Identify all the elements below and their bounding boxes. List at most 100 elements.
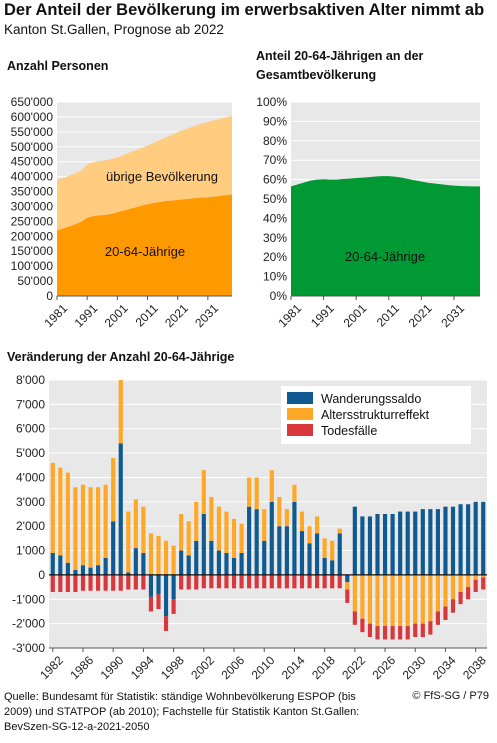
bar-age-structure: [194, 501, 199, 541]
bar-deaths: [133, 574, 138, 590]
bar-deaths: [247, 574, 252, 589]
bar-deaths: [163, 616, 169, 631]
panel2-title: Anteil 20-64-Jährigen an der Gesamtbevöl…: [256, 49, 424, 82]
bar-age-structure: [231, 518, 237, 558]
bar-age-structure: [277, 496, 282, 527]
bar-deaths: [224, 574, 229, 589]
legend-label: Altersstrukturreffekt: [321, 408, 430, 422]
pop-series-label: übrige Bevölkerung: [106, 169, 218, 184]
bar-deaths: [345, 589, 350, 603]
bar-migration: [390, 514, 395, 575]
bar-migration: [186, 555, 191, 575]
bar-migration: [345, 574, 350, 583]
pop-ytick-label: 450'000: [11, 155, 54, 169]
bar-deaths: [58, 574, 63, 592]
bar-migration: [201, 514, 206, 575]
bar-migration: [352, 506, 357, 575]
bar-age-structure: [322, 538, 327, 558]
pop-ytick-label: 200'000: [11, 229, 54, 243]
bar-migration: [428, 509, 433, 575]
bar-age-structure: [269, 470, 274, 502]
bar-deaths: [277, 574, 282, 589]
bar-deaths: [239, 574, 244, 589]
change-xtick-label: 1990: [98, 653, 127, 682]
bar-age-structure: [330, 540, 335, 561]
bar-deaths: [481, 577, 486, 590]
bar-migration: [450, 506, 456, 575]
bar-age-structure: [118, 380, 123, 444]
bar-migration: [231, 557, 237, 575]
bar-deaths: [398, 626, 403, 640]
change-ytick-label: 8'000: [16, 373, 45, 387]
share-ytick-label: 40%: [263, 211, 287, 225]
bar-deaths: [390, 626, 395, 640]
bar-deaths: [428, 621, 433, 635]
bar-migration: [73, 570, 78, 575]
change-xtick-label: 2034: [430, 653, 459, 682]
pop-ytick-label: 250'000: [11, 214, 54, 228]
bar-migration: [216, 550, 221, 575]
bar-age-structure: [398, 574, 403, 627]
bar-deaths: [65, 574, 70, 592]
bar-deaths: [50, 574, 55, 592]
share-ytick-label: 30%: [263, 231, 287, 245]
bar-age-structure: [405, 574, 410, 627]
bar-deaths: [103, 574, 108, 591]
bar-age-structure: [352, 574, 357, 612]
bar-migration: [398, 511, 403, 575]
bar-deaths: [194, 574, 199, 590]
bar-migration: [133, 548, 138, 575]
bar-deaths: [443, 606, 448, 620]
pop-area-series-0: [57, 194, 232, 296]
change-xtick-label: 2014: [279, 653, 308, 682]
bar-migration: [443, 506, 448, 575]
bar-migration: [367, 516, 373, 575]
bar-deaths: [284, 574, 289, 589]
bar-age-structure: [375, 574, 380, 627]
pop-xtick-label: 2011: [133, 301, 161, 329]
change-xtick-label: 2010: [249, 653, 278, 682]
change-xtick-label: 2030: [400, 653, 429, 682]
pop-xtick-label: 2031: [192, 301, 221, 330]
change-xtick-label: 1986: [67, 653, 96, 682]
bar-migration: [96, 565, 101, 575]
pop-ytick-label: 0: [46, 289, 53, 303]
bar-age-structure: [216, 506, 221, 551]
bar-age-structure: [420, 574, 425, 624]
bar-deaths: [337, 574, 342, 589]
panel1-title: Anzahl Personen: [7, 59, 109, 73]
bar-migration: [239, 552, 244, 575]
bar-deaths: [156, 594, 161, 610]
bar-age-structure: [247, 477, 252, 507]
bar-migration: [337, 533, 342, 575]
bar-migration: [307, 543, 312, 575]
bar-migration: [88, 567, 93, 575]
pop-xtick-label: 2001: [102, 301, 131, 330]
bar-age-structure: [148, 533, 154, 575]
bar-deaths: [382, 626, 388, 640]
bar-migration: [292, 501, 297, 575]
bar-deaths: [216, 574, 221, 589]
bar-age-structure: [382, 574, 388, 627]
pop-ytick-label: 550'000: [11, 125, 54, 139]
bar-deaths: [80, 574, 86, 591]
change-xtick-label: 2038: [460, 653, 489, 682]
change-ytick-label: -2'000: [12, 617, 45, 631]
bar-age-structure: [360, 574, 365, 619]
bar-migration: [254, 509, 259, 575]
bar-migration: [58, 555, 63, 575]
bar-age-structure: [413, 574, 418, 624]
bar-deaths: [435, 611, 440, 625]
bar-age-structure: [292, 484, 297, 502]
chart-title: Der Anteil der Bevölkerung im erwerbsakt…: [4, 1, 485, 19]
bar-age-structure: [80, 484, 86, 566]
chart-subtitle: Kanton St.Gallen, Prognose ab 2022: [4, 22, 224, 37]
bar-age-structure: [201, 470, 206, 514]
pop-ytick-label: 50'000: [17, 274, 53, 288]
bar-age-structure: [481, 574, 486, 578]
share-series-label: 20-64-Jährige: [345, 249, 425, 264]
bar-age-structure: [345, 582, 350, 590]
change-ytick-label: 0: [38, 568, 45, 582]
share-xtick-label: 2011: [374, 301, 402, 329]
